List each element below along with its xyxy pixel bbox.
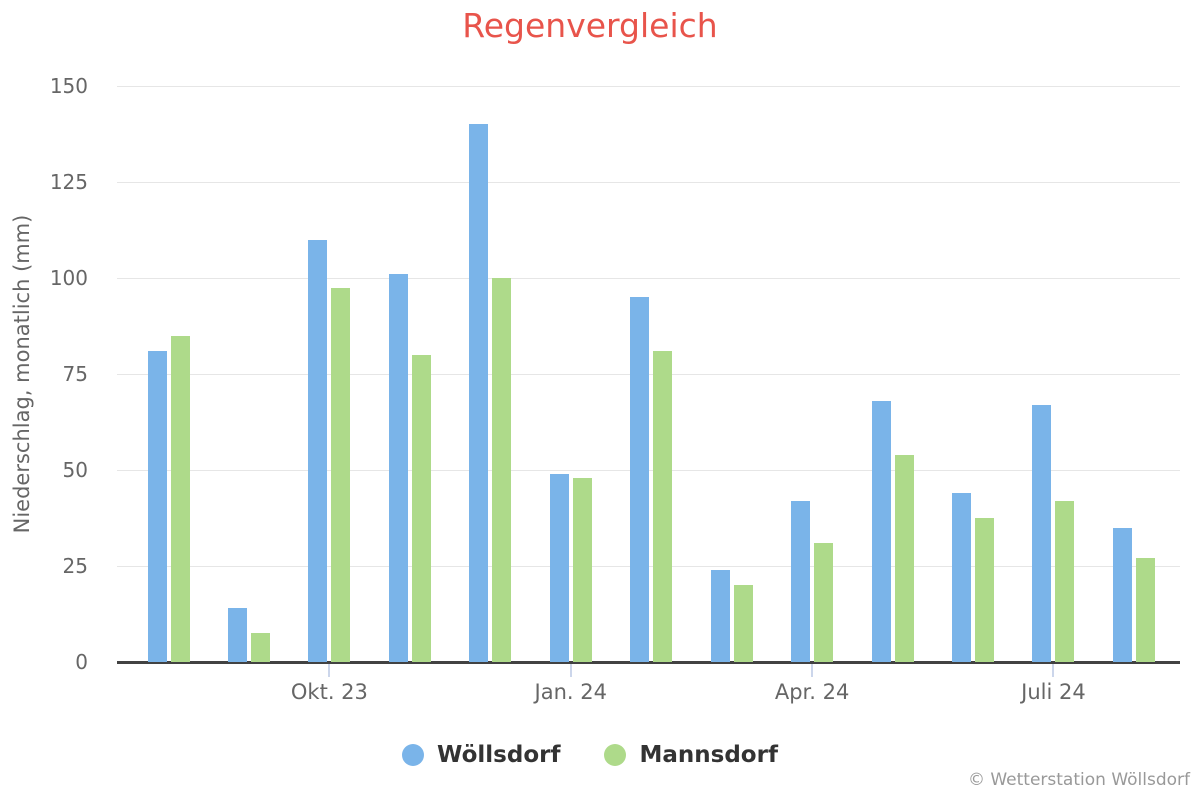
bar-mannsdorf-apr-24 bbox=[814, 542, 834, 662]
bar-w-llsdorf-dez-23 bbox=[469, 124, 489, 662]
bar-w-llsdorf-juni-24 bbox=[952, 493, 971, 662]
bar-w-llsdorf-m-r-24 bbox=[710, 569, 730, 662]
y-tick-label-50: 50 bbox=[62, 458, 88, 482]
bar-mannsdorf-sep-23 bbox=[250, 633, 270, 662]
chart-title: Regenvergleich bbox=[462, 6, 718, 45]
gridline-125 bbox=[117, 182, 1180, 183]
bar-mannsdorf-m-r-24 bbox=[733, 585, 753, 662]
gridline-150 bbox=[117, 86, 1180, 87]
bar-w-llsdorf-aug-23 bbox=[147, 350, 167, 662]
y-tick-label-75: 75 bbox=[62, 362, 88, 386]
bar-w-llsdorf-okt-23 bbox=[308, 239, 328, 662]
y-tick-label-0: 0 bbox=[75, 650, 88, 674]
y-tick-label-100: 100 bbox=[49, 266, 88, 290]
mannsdorf-series-marker-icon bbox=[604, 744, 627, 766]
bar-mannsdorf-aug-24 bbox=[1135, 558, 1155, 662]
x-axis-label-apr-24: Apr. 24 bbox=[774, 680, 850, 704]
x-axis-tick-jan-24 bbox=[569, 664, 572, 677]
x-axis-tick-okt-23 bbox=[328, 664, 331, 677]
bar-mannsdorf-okt-23 bbox=[331, 287, 351, 662]
bar-mannsdorf-aug-23 bbox=[170, 335, 190, 662]
bar-mannsdorf-nov-23 bbox=[411, 354, 431, 662]
bar-w-llsdorf-jan-24 bbox=[549, 473, 569, 662]
bar-mannsdorf-mai-24 bbox=[894, 454, 914, 662]
bar-mannsdorf-feb-24 bbox=[653, 350, 673, 662]
x-axis-tick-juli-24 bbox=[1052, 664, 1055, 677]
bar-mannsdorf-jan-24 bbox=[572, 477, 592, 662]
y-tick-label-150: 150 bbox=[49, 74, 88, 98]
bar-mannsdorf-juni-24 bbox=[975, 518, 994, 662]
bar-mannsdorf-juli-24 bbox=[1055, 500, 1075, 662]
x-axis-label-jan-24: Jan. 24 bbox=[534, 680, 607, 704]
legend: Wöllsdorf Mannsdorf bbox=[0, 738, 1180, 772]
bar-w-llsdorf-nov-23 bbox=[388, 274, 408, 662]
y-tick-label-125: 125 bbox=[49, 170, 88, 194]
bar-w-llsdorf-feb-24 bbox=[630, 297, 650, 662]
wollsdorf-series-marker-icon bbox=[402, 744, 425, 766]
legend-label-wollsdorf: Wöllsdorf bbox=[437, 742, 561, 768]
y-tick-label-25: 25 bbox=[62, 554, 88, 578]
bar-w-llsdorf-sep-23 bbox=[227, 608, 247, 662]
x-axis-tick-apr-24 bbox=[811, 664, 814, 677]
x-axis-label-juli-24: Juli 24 bbox=[1021, 680, 1086, 704]
copyright-credit: © Wetterstation Wöllsdorf bbox=[967, 770, 1190, 790]
bar-w-llsdorf-aug-24 bbox=[1112, 527, 1132, 662]
legend-label-mannsdorf: Mannsdorf bbox=[639, 742, 778, 768]
x-axis-label-okt-23: Okt. 23 bbox=[290, 680, 368, 704]
legend-item-mannsdorf[interactable]: Mannsdorf bbox=[604, 742, 778, 768]
bar-mannsdorf-dez-23 bbox=[492, 278, 512, 662]
bar-w-llsdorf-mai-24 bbox=[871, 400, 891, 662]
legend-item-wollsdorf[interactable]: Wöllsdorf bbox=[402, 742, 560, 768]
bar-w-llsdorf-apr-24 bbox=[791, 500, 811, 662]
x-axis-line bbox=[117, 661, 1180, 664]
gridline-100 bbox=[117, 278, 1180, 279]
bar-w-llsdorf-juli-24 bbox=[1032, 404, 1052, 662]
